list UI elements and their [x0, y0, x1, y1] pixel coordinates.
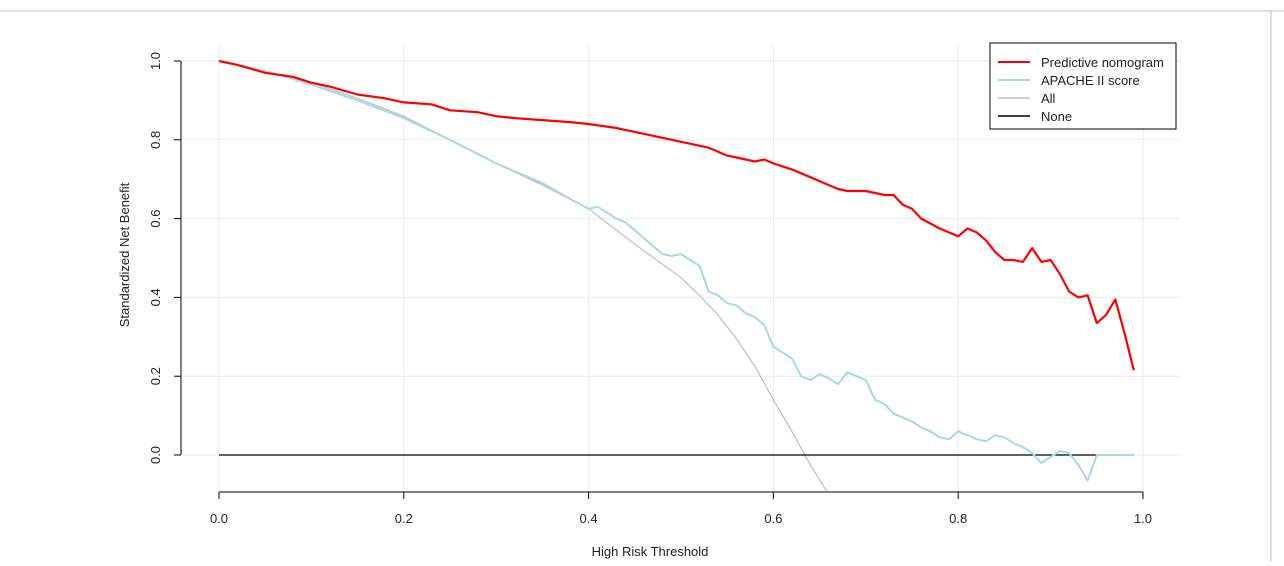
legend: Predictive nomogram APACHE II score All …: [989, 42, 1177, 130]
y-tick-label: 1.0: [148, 52, 163, 70]
legend-item-predictive-nomogram: Predictive nomogram: [998, 55, 1164, 70]
y-axis-title: Standardized Net Benefit: [117, 182, 132, 327]
legend-label: APACHE II score: [1041, 73, 1140, 88]
x-tick-label: 0.4: [580, 511, 598, 526]
y-axis-ticks: 0.0 0.2 0.4 0.6 0.8 1.0: [148, 52, 181, 464]
legend-item-none: None: [998, 109, 1072, 124]
y-tick-label: 0.6: [148, 210, 163, 228]
y-tick-label: 0.4: [148, 288, 163, 306]
x-axis-ticks: 0.0 0.2 0.4 0.6 0.8 1.0: [210, 492, 1152, 526]
x-tick-label: 0.0: [210, 511, 228, 526]
series-lines: [218, 59, 1135, 491]
y-tick-label: 0.2: [148, 367, 163, 385]
x-axis-title: High Risk Threshold: [592, 544, 709, 559]
series-line-all: [218, 60, 828, 491]
series-line-apache-ii-score: [218, 60, 1134, 482]
x-tick-label: 0.6: [764, 511, 782, 526]
axes: [180, 61, 1143, 493]
x-tick-label: 0.8: [949, 511, 967, 526]
series-line-predictive-nomogram: [218, 59, 1135, 371]
x-tick-label: 0.2: [395, 511, 413, 526]
legend-item-all: All: [998, 91, 1056, 106]
legend-label: None: [1041, 109, 1072, 124]
y-tick-label: 0.8: [148, 131, 163, 149]
legend-item-apache-ii-score: APACHE II score: [998, 73, 1140, 88]
y-tick-label: 0.0: [148, 446, 163, 464]
legend-label: All: [1041, 91, 1056, 106]
legend-box: [989, 42, 1177, 130]
legend-label: Predictive nomogram: [1041, 55, 1164, 70]
x-tick-label: 1.0: [1134, 511, 1152, 526]
